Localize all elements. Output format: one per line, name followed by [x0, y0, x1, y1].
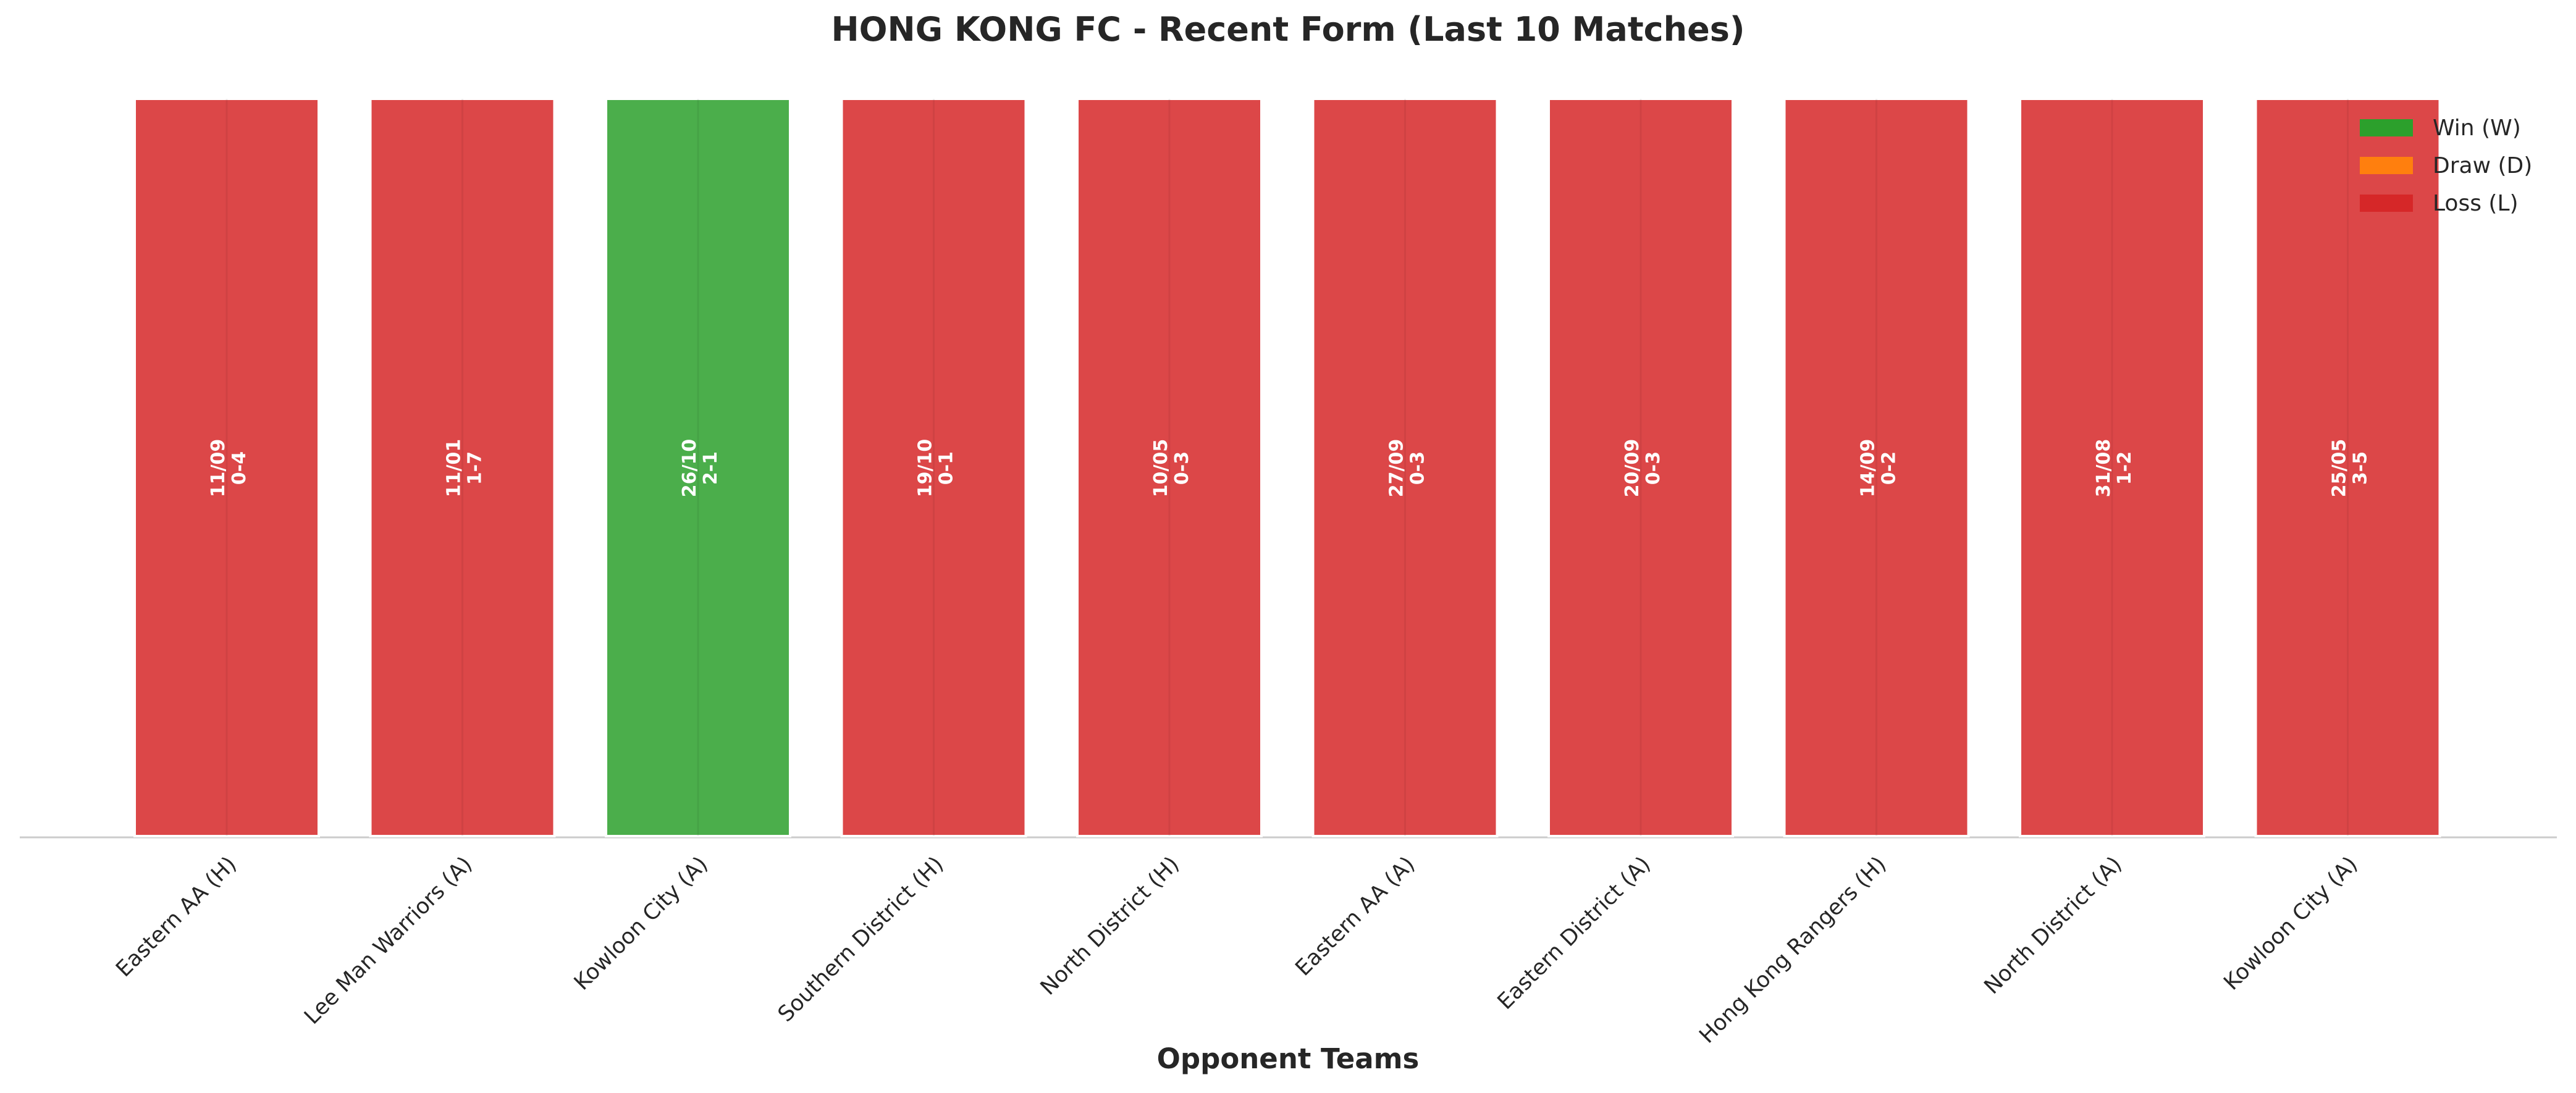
bar-annotation: 27/090-3 — [1386, 439, 1429, 497]
bar — [840, 98, 1027, 837]
annotation-score: 2-1 — [700, 451, 722, 485]
annotation-date: 14/09 — [1858, 439, 1879, 497]
annotation-score: 1-7 — [465, 451, 486, 485]
annotation-score: 1-2 — [2114, 451, 2136, 485]
bar — [133, 98, 320, 837]
bar-annotation: 25/053-5 — [2329, 439, 2372, 497]
annotation-date: 11/01 — [444, 439, 465, 497]
annotation-date: 20/09 — [1622, 439, 1643, 497]
annotation-date: 26/10 — [679, 439, 701, 497]
x-tick-label: Eastern AA (A) — [1291, 852, 1420, 981]
legend-label: Win (W) — [2433, 115, 2521, 141]
annotation-score: 3-5 — [2350, 451, 2372, 485]
annotation-date: 19/10 — [915, 439, 937, 497]
bar — [1076, 98, 1263, 837]
bar — [1311, 98, 1499, 837]
annotation-score: 0-1 — [936, 451, 958, 485]
bar — [369, 98, 556, 837]
bar-annotation: 19/100-1 — [915, 439, 958, 497]
annotation-date: 31/08 — [2093, 439, 2115, 497]
chart-title: HONG KONG FC - Recent Form (Last 10 Matc… — [831, 10, 1745, 49]
bar-annotation: 10/050-3 — [1150, 439, 1193, 497]
bar-annotation: 11/090-4 — [208, 439, 250, 497]
bar — [605, 98, 791, 837]
legend-swatch — [2360, 119, 2413, 136]
legend-label: Draw (D) — [2433, 153, 2532, 178]
x-tick-label: Lee Man Warriors (A) — [300, 852, 477, 1029]
legend-swatch — [2360, 157, 2413, 174]
legend-swatch — [2360, 195, 2413, 212]
annotation-score: 0-4 — [229, 451, 250, 485]
bar-annotation: 31/081-2 — [2093, 439, 2136, 497]
x-tick-label: Eastern District (A) — [1493, 852, 1656, 1015]
annotation-date: 27/09 — [1386, 439, 1408, 497]
annotation-score: 0-3 — [1407, 451, 1429, 485]
x-tick-label: North District (A) — [1980, 852, 2127, 999]
legend-label: Loss (L) — [2433, 191, 2519, 216]
annotation-score: 0-3 — [1643, 451, 1664, 485]
bar — [2019, 98, 2205, 837]
bar — [1783, 98, 1970, 837]
bar-annotation: 26/102-1 — [679, 439, 722, 497]
bar — [1547, 98, 1734, 837]
bar-annotation: 20/090-3 — [1622, 439, 1664, 497]
x-tick-label: Hong Kong Rangers (H) — [1694, 852, 1891, 1049]
x-tick-label: Southern District (H) — [773, 852, 948, 1027]
bar-annotation: 11/011-7 — [444, 439, 486, 497]
x-tick-label: Eastern AA (H) — [111, 852, 242, 982]
annotation-score: 0-3 — [1171, 451, 1193, 485]
annotation-date: 11/09 — [208, 439, 229, 497]
annotation-date: 25/05 — [2329, 439, 2351, 497]
bar — [2254, 98, 2441, 837]
annotation-score: 0-2 — [1879, 451, 1900, 485]
x-axis-label: Opponent Teams — [1157, 1042, 1420, 1075]
x-tick-label: North District (H) — [1036, 852, 1184, 1000]
x-tick-label: Kowloon City (A) — [570, 852, 713, 995]
x-tick-label: Kowloon City (A) — [2219, 852, 2362, 995]
bar-annotation: 14/090-2 — [1858, 439, 1900, 497]
annotation-date: 10/05 — [1150, 439, 1172, 497]
